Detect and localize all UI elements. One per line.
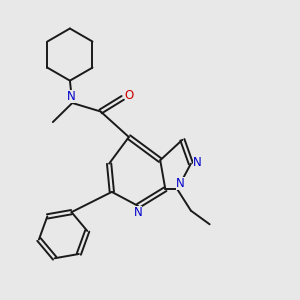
Text: O: O	[125, 89, 134, 102]
Text: N: N	[193, 156, 201, 169]
Text: N: N	[176, 177, 185, 190]
Text: N: N	[66, 90, 75, 103]
Text: N: N	[134, 206, 142, 219]
